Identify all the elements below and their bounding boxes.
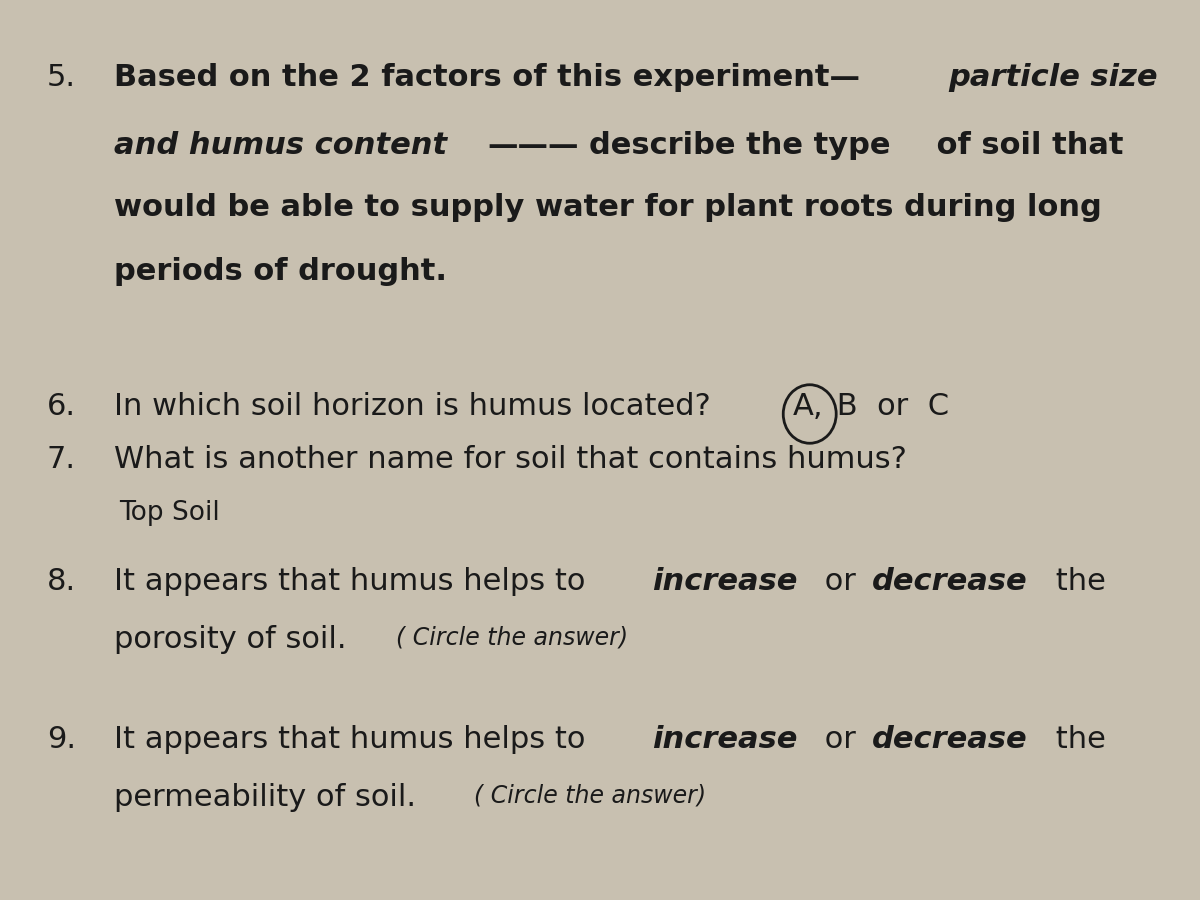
Text: particle size: particle size xyxy=(948,63,1158,92)
Text: ( Circle the answer): ( Circle the answer) xyxy=(474,783,706,807)
Text: Based on the 2 factors of this experiment—: Based on the 2 factors of this experimen… xyxy=(114,63,860,92)
Text: describe the type: describe the type xyxy=(589,130,890,159)
Text: ( Circle the answer): ( Circle the answer) xyxy=(396,626,629,650)
Text: would be able to supply water for plant roots during long: would be able to supply water for plant … xyxy=(114,194,1102,222)
Text: the: the xyxy=(1045,724,1105,753)
Text: periods of drought.: periods of drought. xyxy=(114,256,448,285)
Text: 9.: 9. xyxy=(47,724,76,753)
Text: ———: ——— xyxy=(487,130,578,159)
Text: the: the xyxy=(1045,567,1105,596)
Text: 7.: 7. xyxy=(47,446,76,474)
Text: porosity of soil.: porosity of soil. xyxy=(114,626,366,654)
Text: 8.: 8. xyxy=(47,567,76,596)
Text: B  or  C: B or C xyxy=(827,392,949,420)
Text: increase: increase xyxy=(653,724,798,753)
Text: decrease: decrease xyxy=(871,724,1027,753)
Text: It appears that humus helps to: It appears that humus helps to xyxy=(114,724,595,753)
Text: 6.: 6. xyxy=(47,392,76,420)
Text: permeability of soil.: permeability of soil. xyxy=(114,783,436,812)
Text: increase: increase xyxy=(653,567,798,596)
Text: Top Soil: Top Soil xyxy=(120,500,221,526)
Text: It appears that humus helps to: It appears that humus helps to xyxy=(114,567,595,596)
Text: decrease: decrease xyxy=(871,567,1027,596)
Text: What is another name for soil that contains humus?: What is another name for soil that conta… xyxy=(114,446,907,474)
Text: of soil that: of soil that xyxy=(926,130,1124,159)
Text: and humus content: and humus content xyxy=(114,130,448,159)
Text: 5.: 5. xyxy=(47,63,76,92)
Text: or: or xyxy=(815,724,865,753)
Text: or: or xyxy=(815,567,865,596)
Text: A,: A, xyxy=(792,392,823,420)
Text: In which soil horizon is humus located?: In which soil horizon is humus located? xyxy=(114,392,721,420)
